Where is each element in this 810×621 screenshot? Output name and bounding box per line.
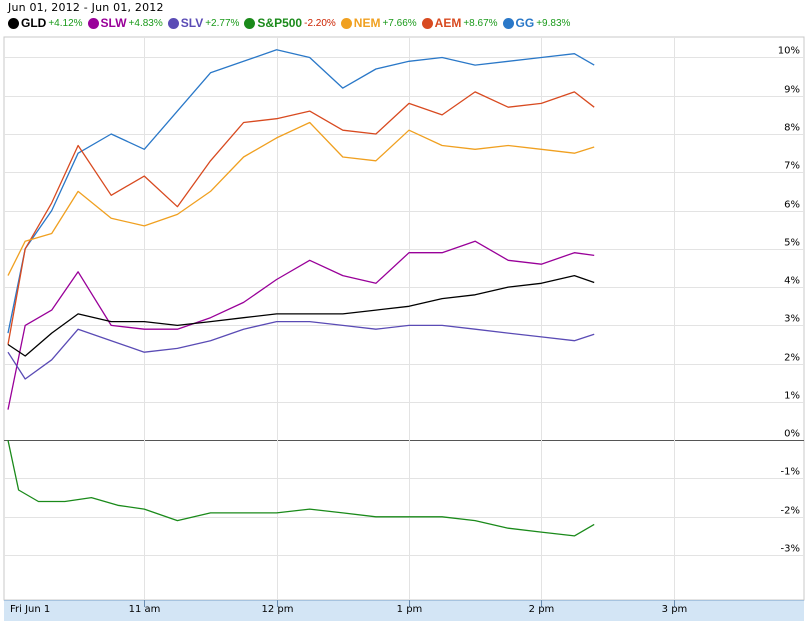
x-axis: Fri Jun 1 11 am 12 pm 1 pm 2 pm 3 pm — [10, 600, 687, 615]
legend-change: +9.83% — [536, 17, 571, 29]
legend-change: -2.20% — [304, 17, 336, 29]
y-tick-label: -1% — [781, 467, 800, 478]
legend-symbol: AEM — [434, 16, 462, 30]
legend-symbol: SLW — [100, 16, 127, 30]
y-tick-label: 3% — [784, 314, 800, 325]
y-tick-label: 8% — [784, 123, 800, 134]
legend-item-aem[interactable]: AEM +8.67% — [421, 16, 498, 30]
plot-frame — [3, 36, 805, 601]
y-tick-label: 0% — [784, 429, 800, 440]
series-line-gld — [7, 274, 595, 357]
y-tick-label: 10% — [778, 46, 800, 57]
series-line-aem — [7, 91, 595, 345]
legend-item-gg[interactable]: GG +9.83% — [502, 16, 571, 30]
date-range-separator: - — [80, 1, 92, 14]
legend-dot-icon — [502, 17, 514, 29]
legend-symbol: NEM — [353, 16, 381, 30]
grid — [4, 37, 804, 600]
y-tick-label: 6% — [784, 200, 800, 211]
date-range: Jun 01, 2012 - Jun 01, 2012 — [8, 1, 164, 14]
y-axis: 10% 9% 8% 7% 6% 5% 4% 3% 2% 1% 0% -1% -2% -3% — [778, 46, 800, 555]
legend-dot-icon — [167, 17, 179, 29]
legend-change: +2.77% — [205, 17, 240, 29]
series-lines — [7, 49, 595, 537]
legend-change: +8.67% — [463, 17, 498, 29]
legend-symbol: GLD — [21, 16, 47, 30]
legend-item-sp500[interactable]: S&P500 -2.20% — [244, 16, 336, 30]
series-line-sp500 — [7, 440, 595, 537]
legend-dot-icon — [421, 17, 433, 29]
legend-change: +7.66% — [382, 17, 417, 29]
legend-item-slv[interactable]: SLV +2.77% — [167, 16, 240, 30]
y-tick-label: -3% — [781, 544, 800, 555]
x-tick-label: 12 pm — [262, 604, 294, 615]
series-line-slv — [7, 320, 595, 380]
series-line-slw — [7, 240, 595, 410]
y-tick-label: 9% — [784, 85, 800, 96]
date-range-end: Jun 01, 2012 — [91, 1, 164, 14]
x-tick-label: 11 am — [129, 604, 161, 615]
legend: GLD +4.12% SLW +4.83% SLV +2.77% S&P500 -2.20% N… — [8, 15, 575, 31]
date-range-start: Jun 01, 2012 — [8, 1, 81, 14]
legend-symbol: SLV — [180, 16, 204, 30]
series-line-gg — [7, 49, 595, 334]
y-tick-label: 2% — [784, 353, 800, 364]
legend-symbol: GG — [515, 16, 535, 30]
legend-dot-icon — [8, 17, 19, 29]
legend-change: +4.83% — [128, 17, 163, 29]
x-tick-label: 2 pm — [529, 604, 555, 615]
legend-change: +4.12% — [48, 17, 83, 29]
y-tick-label: -2% — [781, 506, 800, 517]
legend-dot-icon — [244, 17, 256, 29]
legend-dot-icon — [87, 17, 99, 29]
x-tick-label: 1 pm — [397, 604, 423, 615]
legend-item-slw[interactable]: SLW +4.83% — [87, 16, 163, 30]
legend-item-gld[interactable]: GLD +4.12% — [8, 16, 83, 30]
y-tick-label: 7% — [784, 161, 800, 172]
legend-dot-icon — [340, 17, 352, 29]
legend-item-nem[interactable]: NEM +7.66% — [340, 16, 417, 30]
x-tick-label: Fri Jun 1 — [10, 604, 50, 615]
y-tick-label: 1% — [784, 391, 800, 402]
y-tick-label: 5% — [784, 238, 800, 249]
legend-symbol: S&P500 — [257, 16, 303, 30]
x-tick-label: 3 pm — [662, 604, 688, 615]
series-line-nem — [7, 121, 595, 276]
y-tick-label: 4% — [784, 276, 800, 287]
time-axis-bar[interactable] — [4, 600, 804, 621]
